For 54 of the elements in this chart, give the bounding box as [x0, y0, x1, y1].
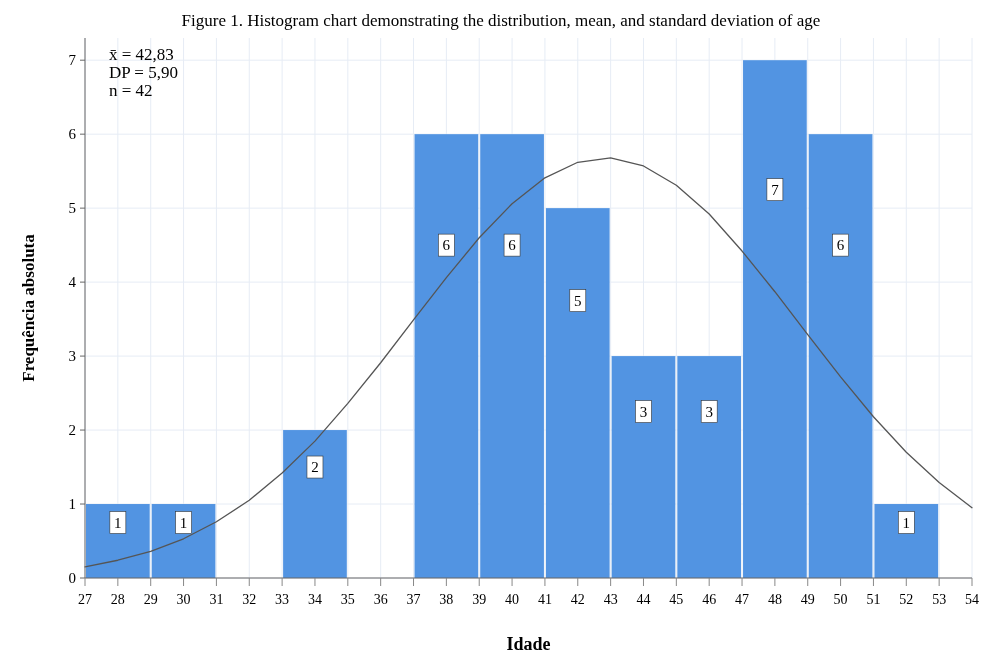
- x-tick-label: 39: [472, 592, 487, 607]
- x-tick-label: 34: [307, 592, 322, 607]
- data-label: 1: [179, 514, 188, 531]
- y-tick-label: 5: [68, 200, 76, 217]
- x-tick-label: 52: [899, 592, 914, 607]
- data-label: 6: [836, 237, 845, 254]
- data-label: 6: [442, 237, 451, 254]
- y-tick-label: 7: [68, 52, 77, 69]
- y-tick-label: 3: [68, 348, 76, 365]
- x-tick-label: 46: [702, 592, 717, 607]
- y-axis-title: Frequência absoluta: [19, 233, 38, 382]
- x-tick-label: 42: [570, 592, 585, 607]
- y-tick-label: 2: [68, 422, 76, 439]
- x-tick-label: 36: [373, 592, 388, 607]
- x-tick-label: 49: [800, 592, 815, 607]
- x-tick-label: 47: [735, 592, 750, 607]
- x-tick-label: 33: [275, 592, 290, 607]
- x-axis-title: Idade: [506, 634, 551, 654]
- x-tick-label: 37: [406, 592, 421, 607]
- x-tick-label: 32: [242, 592, 257, 607]
- x-tick-label: 28: [110, 592, 125, 607]
- x-tick-label: 50: [833, 592, 848, 607]
- data-label: 3: [639, 403, 648, 420]
- y-tick-label: 6: [68, 126, 77, 143]
- y-tick-label: 0: [68, 570, 76, 586]
- x-tick-label: 27: [78, 592, 92, 607]
- data-label: 1: [114, 514, 122, 531]
- x-tick-label: 29: [143, 592, 158, 607]
- x-tick-label: 38: [439, 592, 454, 607]
- x-tick-label: 31: [209, 592, 224, 607]
- x-tick-label: 35: [340, 592, 355, 607]
- x-tick-label: 40: [505, 592, 520, 607]
- line-series: [84, 157, 973, 568]
- x-tick-label: 44: [636, 592, 651, 607]
- annotation: x̄ = 42,83: [109, 45, 174, 64]
- y-tick-label: 4: [68, 274, 77, 291]
- data-label: 3: [705, 403, 713, 420]
- annotation: DP = 5,90: [109, 63, 178, 82]
- x-tick-label: 53: [932, 592, 947, 607]
- x-tick-label: 30: [176, 592, 191, 607]
- chart-title: Figure 1. Histogram chart demonstrating the distribution, mean, and standard deviation of age: [181, 11, 821, 30]
- data-label: 5: [574, 292, 582, 309]
- data-label: 6: [508, 237, 517, 254]
- x-tick-label: 48: [767, 592, 782, 607]
- data-label: 1: [902, 514, 911, 531]
- annotation: n = 42: [109, 81, 153, 100]
- x-tick-label: 43: [603, 592, 618, 607]
- data-label: 7: [771, 181, 780, 198]
- x-tick-label: 51: [866, 592, 881, 607]
- y-tick-label: 1: [68, 496, 76, 513]
- x-tick-label: 41: [537, 592, 552, 607]
- data-label: 2: [311, 459, 319, 476]
- x-tick-label: 54: [965, 592, 979, 607]
- x-tick-label: 45: [669, 592, 684, 607]
